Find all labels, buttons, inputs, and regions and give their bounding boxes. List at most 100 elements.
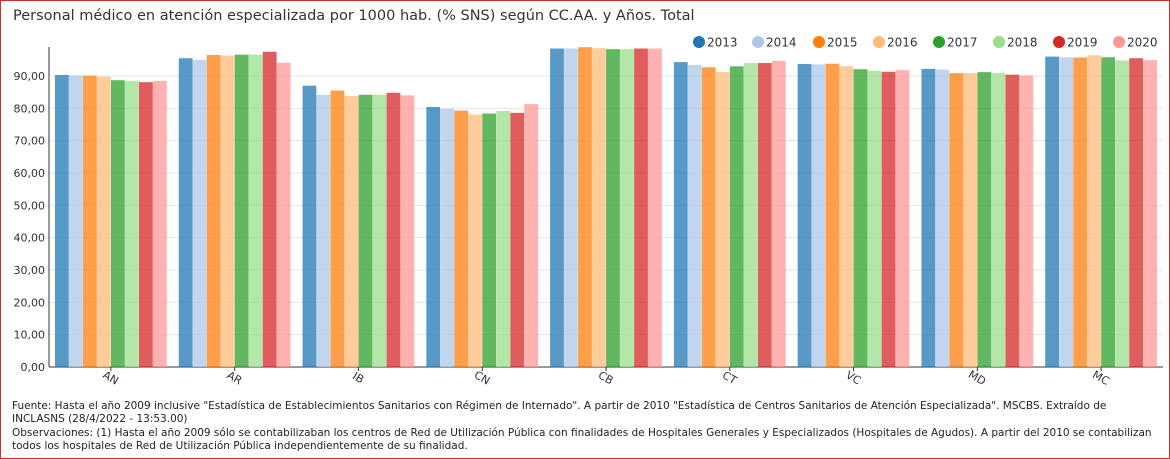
bar-an-2017[interactable] [110,80,125,367]
bar-vc-2016[interactable] [839,66,854,368]
bar-cb-2015[interactable] [578,47,592,368]
legend-marker-2016[interactable] [873,36,885,48]
bar-cn-2017[interactable] [482,113,497,367]
legend-marker-2020[interactable] [1113,36,1125,48]
bar-mc-2013[interactable] [1045,56,1060,367]
bar-cb-2013[interactable] [550,48,564,368]
y-tick-label: 40,00 [14,232,46,245]
bar-ct-2020[interactable] [771,60,786,367]
bar-ib-2014[interactable] [316,94,331,368]
bar-ar-2014[interactable] [192,59,207,367]
bar-an-2013[interactable] [54,75,69,367]
bar-vc-2013[interactable] [797,64,812,367]
bar-md-2019[interactable] [1005,74,1020,367]
bar-ib-2015[interactable] [330,90,345,368]
y-tick-label: 70,00 [14,135,46,148]
bar-ib-2020[interactable] [400,95,415,368]
bar-ar-2013[interactable] [178,58,193,367]
legend-label-2014[interactable]: 2014 [766,36,797,50]
bar-an-2018[interactable] [124,80,139,367]
bar-md-2016[interactable] [963,73,978,367]
x-tick-label-ct: CT [720,369,739,388]
bar-an-2016[interactable] [96,76,111,367]
bar-cn-2018[interactable] [496,110,511,368]
bar-ar-2017[interactable] [234,54,249,367]
bar-cb-2016[interactable] [592,48,606,368]
bar-cn-2013[interactable] [426,107,441,367]
x-tick-label-ib: IB [350,370,366,387]
legend-marker-2015[interactable] [813,36,825,48]
bar-ct-2018[interactable] [743,63,758,368]
source-note: Fuente: Hasta el año 2009 inclusive "Est… [12,400,1107,425]
legend-marker-2019[interactable] [1053,36,1065,48]
legend-marker-2013[interactable] [693,36,705,48]
bar-ct-2013[interactable] [673,62,688,367]
legend-label-2016[interactable]: 2016 [887,36,918,50]
bar-an-2019[interactable] [138,82,153,367]
bar-ar-2019[interactable] [262,51,277,367]
bar-ib-2019[interactable] [386,92,401,368]
bar-cn-2016[interactable] [468,114,483,367]
bar-mc-2018[interactable] [1115,60,1130,367]
x-tick-label-cb: CB [596,369,616,388]
bar-mc-2014[interactable] [1059,57,1074,367]
bar-vc-2017[interactable] [853,69,868,368]
bar-ar-2020[interactable] [276,62,291,367]
legend-label-2015[interactable]: 2015 [827,36,858,50]
bar-cn-2014[interactable] [440,108,455,367]
bar-ct-2017[interactable] [729,66,744,368]
legend-marker-2018[interactable] [993,36,1005,48]
legend-marker-2017[interactable] [933,36,945,48]
legend-label-2017[interactable]: 2017 [947,36,978,50]
bar-md-2014[interactable] [935,69,950,368]
bar-ar-2016[interactable] [220,55,235,367]
y-tick-label: 60,00 [14,167,46,180]
bar-mc-2015[interactable] [1073,57,1088,367]
bar-ct-2015[interactable] [701,67,716,368]
bar-cb-2019[interactable] [634,48,648,368]
bar-an-2014[interactable] [68,75,83,367]
bar-md-2018[interactable] [991,73,1006,367]
bar-an-2020[interactable] [152,80,167,367]
bar-mc-2017[interactable] [1101,57,1116,367]
bar-ct-2016[interactable] [715,72,730,368]
legend-marker-2014[interactable] [752,36,764,48]
bar-vc-2018[interactable] [867,70,882,368]
legend-label-2019[interactable]: 2019 [1067,36,1098,50]
bar-an-2015[interactable] [82,75,97,367]
bar-cn-2015[interactable] [454,110,469,367]
bar-ib-2013[interactable] [302,85,317,367]
bar-vc-2019[interactable] [881,71,896,368]
bar-mc-2019[interactable] [1129,58,1144,367]
y-tick-label: 20,00 [14,296,46,309]
legend-label-2018[interactable]: 2018 [1007,36,1038,50]
bar-cn-2020[interactable] [524,104,539,367]
bar-cn-2019[interactable] [510,112,525,367]
bar-mc-2020[interactable] [1143,60,1158,367]
bar-vc-2020[interactable] [895,70,910,368]
bar-ct-2019[interactable] [757,63,772,368]
bar-ct-2014[interactable] [687,65,702,368]
bar-cb-2018[interactable] [620,49,634,368]
bar-ar-2015[interactable] [206,54,221,367]
bar-md-2020[interactable] [1019,75,1034,367]
y-tick-label: 30,00 [14,264,46,277]
bar-cb-2017[interactable] [606,49,620,368]
bar-mc-2016[interactable] [1087,55,1102,367]
bar-md-2017[interactable] [977,72,992,368]
legend-label-2020[interactable]: 2020 [1127,36,1158,50]
bar-ib-2018[interactable] [372,94,387,368]
bar-md-2015[interactable] [949,73,964,367]
bar-ar-2018[interactable] [248,54,263,367]
legend-label-2013[interactable]: 2013 [707,36,738,50]
bar-ib-2017[interactable] [358,94,373,368]
bar-ib-2016[interactable] [344,96,359,368]
bar-vc-2014[interactable] [811,64,826,368]
bar-vc-2015[interactable] [825,63,840,368]
bar-cb-2020[interactable] [648,48,662,368]
bar-md-2013[interactable] [921,68,936,368]
bar-cb-2014[interactable] [564,48,578,368]
x-tick-label-an: AN [101,368,121,387]
